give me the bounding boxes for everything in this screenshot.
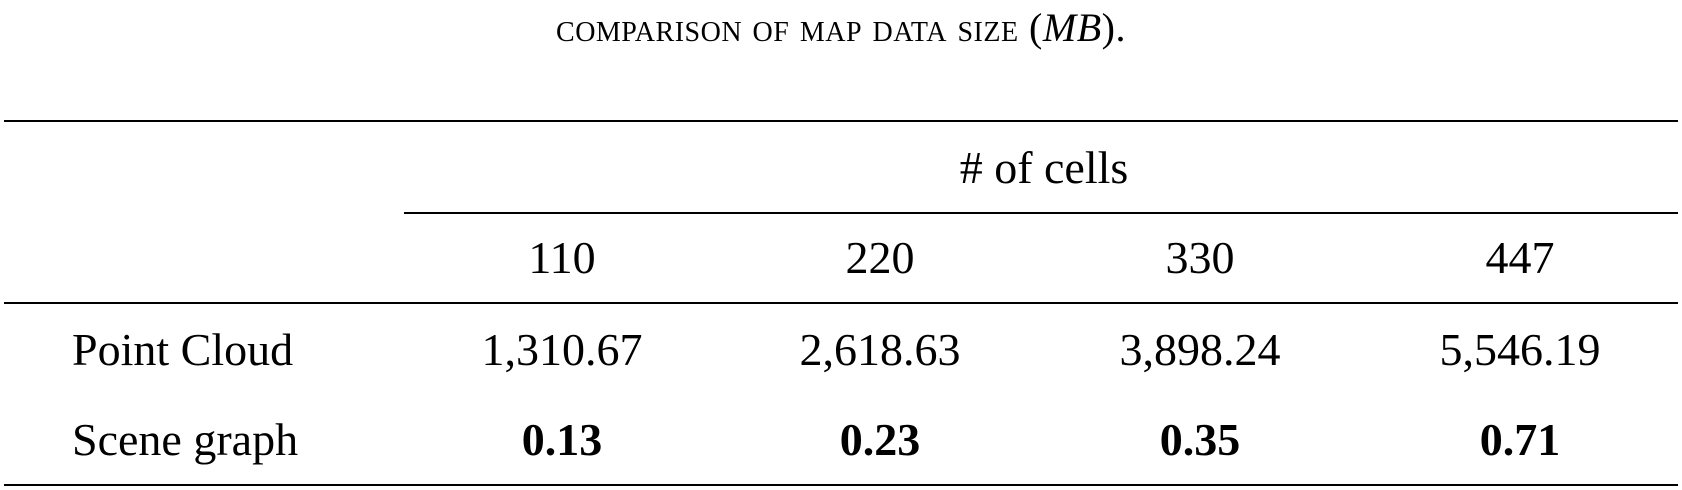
table-caption: comparison of map data size (MB). (0, 2, 1682, 54)
caption-text: comparison of map data size ( (556, 5, 1043, 50)
row-label-point-cloud: Point Cloud (72, 324, 294, 375)
column-header-110: 110 (528, 232, 596, 283)
caption-suffix: ). (1101, 5, 1126, 50)
column-header-447: 447 (1485, 232, 1555, 283)
table-cell: 2,618.63 (799, 324, 961, 375)
table-cell: 5,546.19 (1439, 324, 1601, 375)
table-cell: 0.23 (839, 414, 921, 465)
group-header-rule (404, 212, 1678, 214)
header-rule (4, 302, 1678, 304)
column-header-220: 220 (845, 232, 915, 283)
table-cell: 0.13 (521, 414, 603, 465)
group-header: # of cells (959, 142, 1129, 193)
row-label-scene-graph: Scene graph (72, 414, 299, 465)
table-cell: 1,310.67 (481, 324, 643, 375)
table-cell: 0.35 (1159, 414, 1241, 465)
caption-math-unit: MB (1042, 5, 1102, 50)
bottom-rule (4, 484, 1678, 486)
table-cell: 3,898.24 (1119, 324, 1281, 375)
top-rule (4, 120, 1678, 122)
table-cell: 0.71 (1479, 414, 1561, 465)
column-header-330: 330 (1165, 232, 1235, 283)
